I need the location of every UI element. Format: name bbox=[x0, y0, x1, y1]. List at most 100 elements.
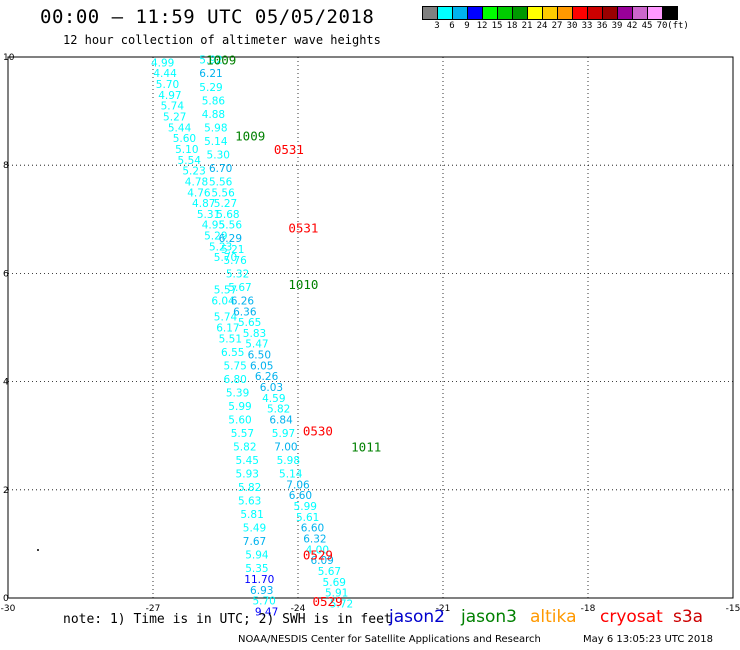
wave-height-label: 5.98 bbox=[277, 455, 300, 467]
wave-height-label: 5.39 bbox=[226, 387, 249, 399]
wave-height-label: 5.76 bbox=[223, 255, 247, 267]
pass-number-label: 0529 bbox=[303, 548, 333, 563]
wave-height-label: 4.00 bbox=[306, 544, 329, 556]
wave-height-label: 5.30 bbox=[207, 149, 230, 161]
chart-title: 00:00 – 11:59 UTC 05/05/2018 bbox=[40, 6, 375, 28]
wave-height-label: 5.70 bbox=[252, 596, 275, 608]
pass-number-label: 0530 bbox=[303, 423, 333, 438]
wave-height-label: 5.35 bbox=[245, 563, 268, 575]
wave-height-label: 4.88 bbox=[202, 109, 225, 121]
chart-subtitle: 12 hour collection of altimeter wave hei… bbox=[63, 33, 381, 47]
wave-height-label: 6.55 bbox=[221, 347, 244, 359]
wave-height-label: 11.70 bbox=[244, 574, 274, 586]
wave-height-label: 5.60 bbox=[228, 414, 251, 426]
wave-height-label: 5.23 bbox=[182, 166, 205, 178]
wave-height-label: 5.82 bbox=[238, 482, 261, 494]
color-scale-unit: (ft) bbox=[667, 21, 689, 31]
satellite-jason3: jason3 bbox=[461, 607, 517, 627]
wave-height-label: 5.45 bbox=[236, 455, 259, 467]
wave-height-label: 5.27 bbox=[214, 198, 237, 210]
pass-number-label: 1010 bbox=[288, 277, 318, 292]
wave-height-label: 5.99 bbox=[228, 401, 251, 413]
wave-height-label: 4.97 bbox=[158, 90, 181, 102]
wave-height-label: 5.10 bbox=[175, 144, 198, 156]
y-tick-label: 8 bbox=[3, 161, 9, 171]
y-tick-label: 10 bbox=[3, 53, 15, 63]
wave-height-label: 6.80 bbox=[223, 374, 246, 386]
wave-height-label: 6.26 bbox=[255, 371, 279, 383]
footer-note: note: 1) Time is in UTC; 2) SWH is in fe… bbox=[63, 612, 392, 627]
wave-height-label: 5.51 bbox=[219, 333, 242, 345]
wave-height-label: 4.87 bbox=[192, 198, 215, 210]
wave-height-label: 6.70 bbox=[209, 163, 232, 175]
wave-height-label: 5.98 bbox=[204, 122, 227, 134]
color-scale-label: 42 bbox=[626, 21, 638, 31]
wave-height-label: 5.63 bbox=[238, 496, 261, 508]
satellite-s3a: s3a bbox=[673, 607, 704, 627]
x-tick-label: -30 bbox=[1, 604, 16, 614]
wave-height-label: 5.23 bbox=[209, 241, 232, 253]
color-scale-label: 36 bbox=[596, 21, 608, 31]
wave-height-label: 5.67 bbox=[228, 282, 251, 294]
wave-height-label: 5.54 bbox=[178, 155, 202, 167]
color-scale-label: 9 bbox=[464, 21, 470, 31]
pass-number-label: 1009 bbox=[235, 128, 265, 143]
color-scale-label: 6 bbox=[449, 21, 455, 31]
satellite-jason2: jason2 bbox=[389, 607, 445, 627]
wave-height-label: 6.05 bbox=[250, 360, 273, 372]
color-scale-label: 3 bbox=[434, 21, 440, 31]
wave-height-label: 5.93 bbox=[236, 469, 259, 481]
wave-height-label: 5.44 bbox=[168, 122, 192, 134]
color-scale-label: 27 bbox=[551, 21, 563, 31]
credit-line: NOAA/NESDIS Center for Satellite Applica… bbox=[238, 634, 541, 645]
wave-height-label: 5.49 bbox=[243, 523, 266, 535]
color-scale-label: 21 bbox=[521, 21, 533, 31]
wave-height-label: 6.84 bbox=[269, 414, 293, 426]
color-scale-label: 70 bbox=[656, 21, 668, 31]
wave-height-label: 5.29 bbox=[199, 82, 222, 94]
color-scale-label: 39 bbox=[611, 21, 623, 31]
wave-height-label: 5.83 bbox=[243, 328, 266, 340]
x-tick-label: -15 bbox=[726, 604, 740, 614]
y-tick-label: 2 bbox=[3, 486, 9, 496]
color-scale-label: 15 bbox=[491, 21, 503, 31]
wave-height-label: 5.81 bbox=[240, 509, 263, 521]
wave-height-label: 5.69 bbox=[323, 577, 346, 589]
satellite-cryosat: cryosat bbox=[600, 607, 663, 627]
wave-height-label: 5.97 bbox=[272, 428, 295, 440]
wave-height-label: 5.56 bbox=[219, 220, 243, 232]
wave-height-label: 5.67 bbox=[318, 566, 341, 578]
color-scale-label: 30 bbox=[566, 21, 578, 31]
wave-height-label: 6.60 bbox=[289, 490, 312, 502]
color-scale-label: 45 bbox=[641, 21, 653, 31]
wave-height-label: 7.67 bbox=[243, 536, 266, 548]
wave-height-label: 5.70 bbox=[214, 252, 237, 264]
wave-height-label: 5.29 bbox=[204, 231, 227, 243]
color-scale-label: 12 bbox=[476, 21, 488, 31]
y-tick-label: 0 bbox=[3, 594, 9, 604]
wave-height-label: 5.21 bbox=[221, 244, 244, 256]
wave-height-label: 7.06 bbox=[286, 479, 310, 491]
pass-number-label: 1009 bbox=[206, 53, 236, 68]
wave-height-label: 5.74 bbox=[161, 101, 185, 113]
wave-height-label: 9.47 bbox=[255, 607, 278, 619]
wave-height-label: 5.14 bbox=[279, 469, 303, 481]
wave-height-label: 7.00 bbox=[274, 442, 297, 454]
wave-height-label: 6.09 bbox=[310, 555, 333, 567]
x-tick-label: -18 bbox=[581, 604, 596, 614]
x-tick-label: -27 bbox=[146, 604, 161, 614]
pass-number-label: 0529 bbox=[313, 594, 343, 609]
wave-height-label: 6.60 bbox=[301, 523, 324, 535]
color-scale-legend bbox=[422, 6, 678, 20]
pass-number-label: 0531 bbox=[288, 220, 318, 235]
pass-number-label: 1011 bbox=[351, 440, 381, 455]
wave-height-label: 5.65 bbox=[238, 317, 261, 329]
x-tick-label: -24 bbox=[291, 604, 306, 614]
wave-height-label: 6.36 bbox=[233, 306, 257, 318]
y-tick-label: 4 bbox=[3, 378, 9, 388]
wave-height-label: 5.27 bbox=[163, 112, 186, 124]
wave-height-label: 4.95 bbox=[202, 220, 225, 232]
color-swatch bbox=[662, 6, 678, 20]
wave-height-label: 5.86 bbox=[202, 95, 226, 107]
